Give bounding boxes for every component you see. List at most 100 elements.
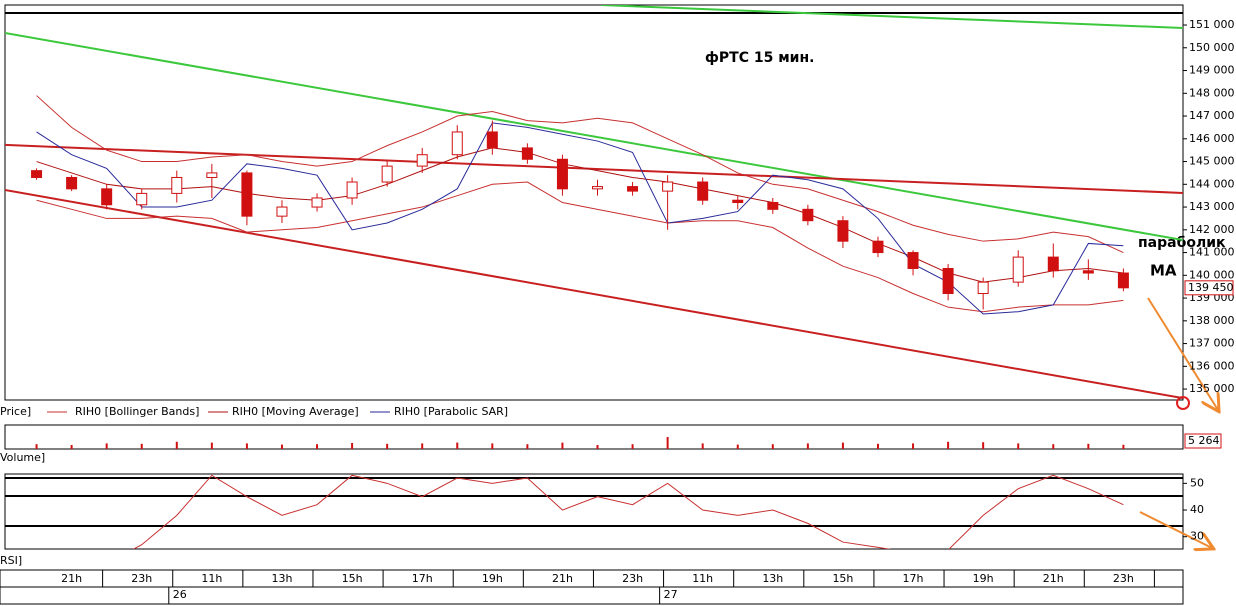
volume-pane xyxy=(4,424,1184,450)
x-tick-label: 17h xyxy=(412,572,433,585)
last-price: 139 450 xyxy=(1188,281,1234,294)
y-tick-label: 151 000 xyxy=(1189,18,1235,31)
candle-body xyxy=(732,199,744,204)
y-tick-label: 143 000 xyxy=(1189,200,1235,213)
candle-body xyxy=(171,176,183,194)
candle-body xyxy=(942,267,954,295)
candle-body xyxy=(592,186,604,190)
candle-body xyxy=(101,188,113,206)
candle-body xyxy=(521,147,533,160)
pane-label: Volume] xyxy=(0,451,45,464)
x-tick-label: 11h xyxy=(692,572,713,585)
y-tick-label: 147 000 xyxy=(1189,109,1235,122)
x-tick-label: 23h xyxy=(1113,572,1134,585)
rsi-line xyxy=(132,474,1124,549)
legend-entry: RIH0 [Bollinger Bands] xyxy=(75,405,199,418)
y-tick-label: 50 xyxy=(1190,476,1204,489)
candle-body xyxy=(837,220,849,242)
candle-body xyxy=(136,192,148,206)
group xyxy=(5,5,1183,400)
candle-body xyxy=(206,172,218,178)
arrow xyxy=(1147,297,1218,410)
indicator-line xyxy=(36,122,1124,315)
candle-body xyxy=(627,186,639,192)
last-volume: 5 264 xyxy=(1188,434,1220,447)
indicator-line xyxy=(36,147,1124,283)
candle-body xyxy=(381,165,393,183)
arrow xyxy=(1139,511,1212,548)
y-tick-label: 40 xyxy=(1190,503,1204,516)
y-tick-label: 150 000 xyxy=(1189,41,1235,54)
candle-body xyxy=(977,281,989,295)
annotation: параболик xyxy=(1138,235,1226,251)
candle-body xyxy=(276,206,288,217)
indicator-line xyxy=(36,181,1124,313)
candle-body xyxy=(486,131,498,149)
date-label: 26 xyxy=(173,588,187,601)
x-tick-label: 17h xyxy=(903,572,924,585)
y-tick-label: 141 000 xyxy=(1189,246,1235,259)
y-tick-label: 145 000 xyxy=(1189,155,1235,168)
y-tick-label: 149 000 xyxy=(1189,64,1235,77)
x-tick-label: 13h xyxy=(762,572,783,585)
chart-title: фРТС 15 мин. xyxy=(705,50,814,66)
x-tick-label: 23h xyxy=(131,572,152,585)
candle-body xyxy=(311,197,323,208)
x-tick-label: 21h xyxy=(1043,572,1064,585)
x-tick-label: 15h xyxy=(832,572,853,585)
y-tick-label: 137 000 xyxy=(1189,337,1235,350)
indicator-line xyxy=(36,95,1124,254)
x-tick-label: 11h xyxy=(201,572,222,585)
trend-line xyxy=(5,143,1183,194)
rsi-pane xyxy=(4,473,1184,550)
trend-line xyxy=(5,189,1183,400)
x-tick-label: 21h xyxy=(61,572,82,585)
candle-body xyxy=(697,181,709,201)
candle-body xyxy=(241,172,253,217)
x-tick-label: 23h xyxy=(622,572,643,585)
candle-body xyxy=(872,240,884,254)
candle-body xyxy=(802,208,814,222)
trend-line xyxy=(600,5,1183,29)
candle-body xyxy=(31,170,43,178)
x-tick-label: 19h xyxy=(482,572,503,585)
y-tick-label: 138 000 xyxy=(1189,314,1235,327)
x-tick-label: 15h xyxy=(342,572,363,585)
legend-entry: RIH0 [Parabolic SAR] xyxy=(394,405,508,418)
y-tick-label: 140 000 xyxy=(1189,268,1235,281)
legend-entry: Price] xyxy=(0,405,31,418)
last-volume-box xyxy=(1184,433,1222,449)
x-tick-label: 19h xyxy=(973,572,994,585)
candle-body xyxy=(556,158,568,190)
candle-body xyxy=(1117,272,1129,289)
candle-body xyxy=(346,181,358,199)
pane-label: RSI] xyxy=(0,554,22,567)
y-tick-label: 136 000 xyxy=(1189,359,1235,372)
x-tick-label: 21h xyxy=(552,572,573,585)
candle-body xyxy=(66,176,78,190)
marker-circle xyxy=(1176,396,1190,410)
legend-entry: RIH0 [Moving Average] xyxy=(232,405,359,418)
group xyxy=(132,474,1124,549)
y-tick-label: 30 xyxy=(1190,530,1204,543)
y-tick-label: 144 000 xyxy=(1189,177,1235,190)
candle-body xyxy=(907,252,919,269)
candle-body xyxy=(1012,256,1024,283)
candle-body xyxy=(767,202,779,210)
y-tick-label: 142 000 xyxy=(1189,223,1235,236)
candle-body xyxy=(1047,256,1059,272)
y-tick-label: 135 000 xyxy=(1189,382,1235,395)
candle-body xyxy=(451,131,463,156)
candle-body xyxy=(662,181,674,192)
candle-body xyxy=(416,154,428,167)
candle-body xyxy=(1082,270,1094,274)
y-tick-label: 148 000 xyxy=(1189,86,1235,99)
x-tick-label: 13h xyxy=(271,572,292,585)
date-label: 27 xyxy=(664,588,678,601)
trend-line xyxy=(5,32,1183,242)
last-price-box xyxy=(1184,280,1234,296)
annotation: MA xyxy=(1150,262,1177,280)
y-tick-label: 146 000 xyxy=(1189,132,1235,145)
